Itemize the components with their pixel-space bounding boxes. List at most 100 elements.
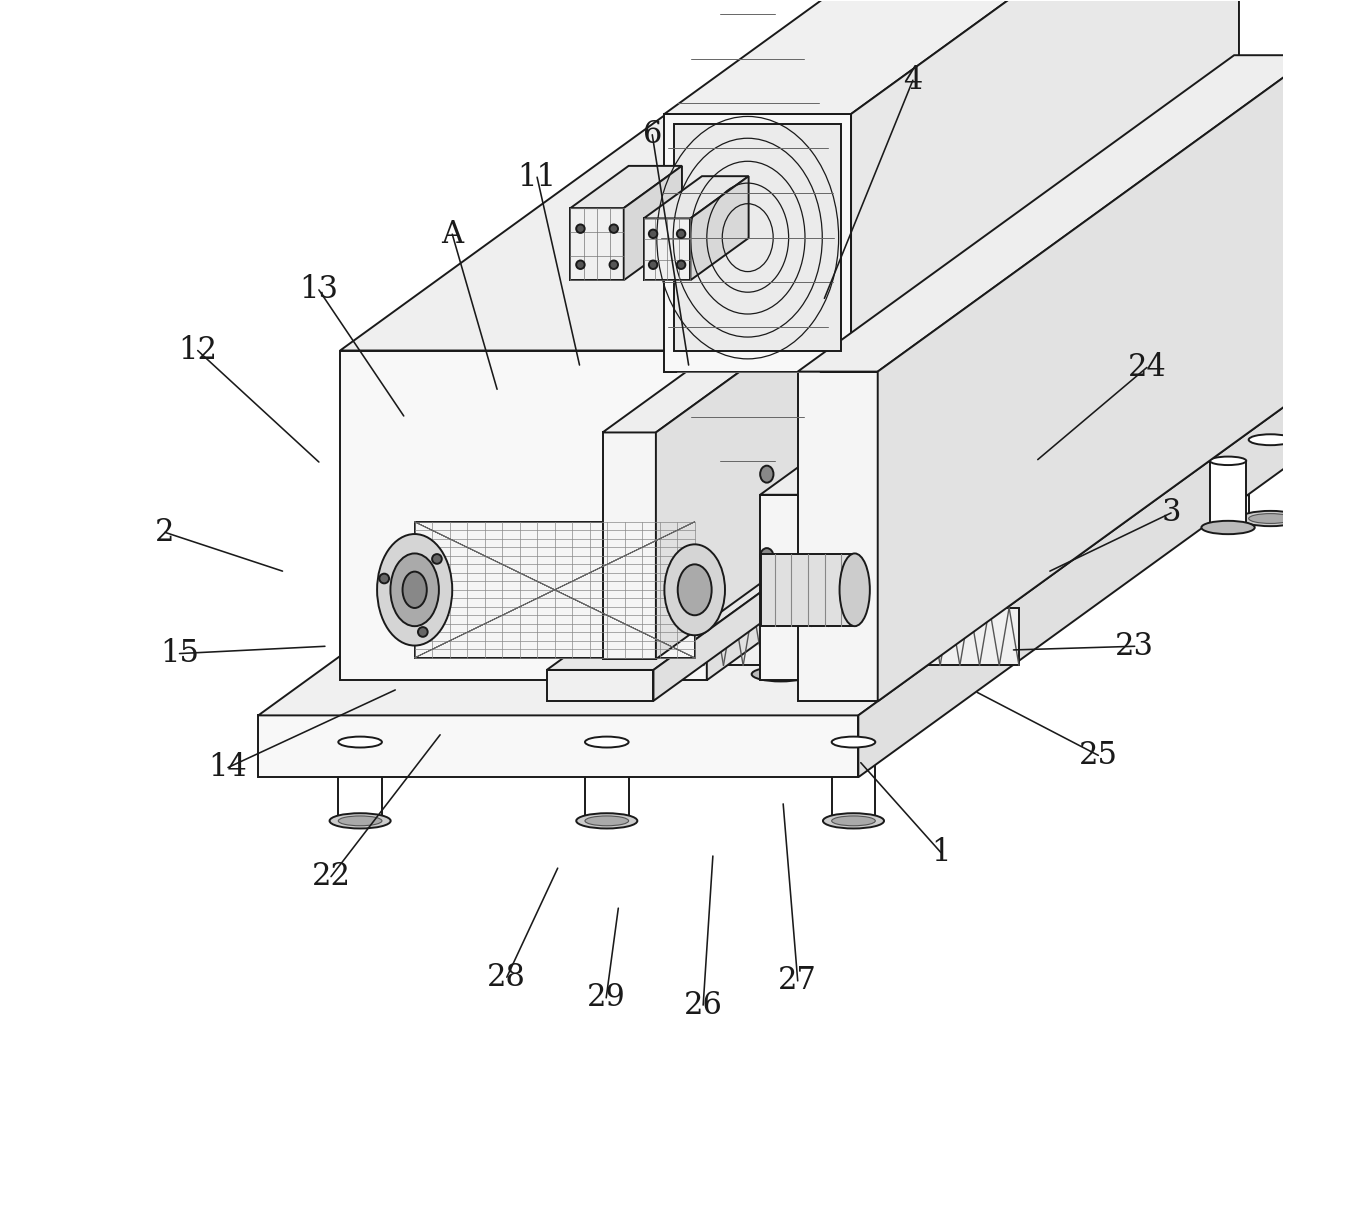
Text: 23: 23 xyxy=(1115,631,1154,662)
Ellipse shape xyxy=(609,225,618,233)
Polygon shape xyxy=(571,166,682,208)
Polygon shape xyxy=(664,0,1239,114)
Polygon shape xyxy=(602,208,966,433)
Polygon shape xyxy=(832,742,875,821)
Ellipse shape xyxy=(379,573,390,583)
Ellipse shape xyxy=(418,627,428,637)
Polygon shape xyxy=(762,554,855,626)
Text: 25: 25 xyxy=(1078,740,1118,770)
Polygon shape xyxy=(340,34,1143,350)
Polygon shape xyxy=(674,124,842,351)
Ellipse shape xyxy=(832,816,875,826)
Polygon shape xyxy=(664,114,851,372)
Polygon shape xyxy=(338,742,382,821)
Ellipse shape xyxy=(676,260,686,269)
Polygon shape xyxy=(858,329,1353,778)
Text: 4: 4 xyxy=(904,64,923,96)
Polygon shape xyxy=(851,0,1239,372)
Text: 6: 6 xyxy=(643,119,662,151)
Ellipse shape xyxy=(1249,434,1292,445)
Ellipse shape xyxy=(760,669,801,679)
Polygon shape xyxy=(813,249,1153,680)
Polygon shape xyxy=(1249,440,1292,519)
Ellipse shape xyxy=(649,230,658,238)
Ellipse shape xyxy=(576,260,584,269)
Ellipse shape xyxy=(676,230,686,238)
Ellipse shape xyxy=(709,352,743,372)
Ellipse shape xyxy=(678,564,712,615)
Ellipse shape xyxy=(805,573,828,588)
Text: A: A xyxy=(441,219,463,249)
Polygon shape xyxy=(602,433,656,660)
Text: 13: 13 xyxy=(299,275,338,305)
Text: 2: 2 xyxy=(156,516,175,548)
Ellipse shape xyxy=(747,510,808,526)
Ellipse shape xyxy=(755,434,798,445)
Polygon shape xyxy=(760,495,813,680)
Text: 26: 26 xyxy=(683,989,723,1021)
Ellipse shape xyxy=(1003,434,1046,445)
Text: 3: 3 xyxy=(1161,497,1181,529)
Ellipse shape xyxy=(823,813,884,829)
Polygon shape xyxy=(760,249,1153,495)
Ellipse shape xyxy=(1239,510,1302,526)
Polygon shape xyxy=(755,440,798,519)
Ellipse shape xyxy=(664,544,725,635)
Ellipse shape xyxy=(1249,514,1292,524)
Ellipse shape xyxy=(752,667,810,682)
Polygon shape xyxy=(258,716,858,778)
Polygon shape xyxy=(878,55,1314,701)
Text: 14: 14 xyxy=(208,752,248,782)
Polygon shape xyxy=(690,176,748,281)
Polygon shape xyxy=(584,742,629,821)
Polygon shape xyxy=(762,601,800,674)
Ellipse shape xyxy=(330,813,391,829)
Text: 22: 22 xyxy=(311,861,350,892)
Ellipse shape xyxy=(377,535,452,645)
Text: 15: 15 xyxy=(160,638,199,669)
Ellipse shape xyxy=(584,736,629,747)
Text: 29: 29 xyxy=(587,983,625,1013)
Ellipse shape xyxy=(760,465,774,482)
Polygon shape xyxy=(624,166,682,281)
Ellipse shape xyxy=(840,554,870,626)
Text: 27: 27 xyxy=(778,966,817,996)
Ellipse shape xyxy=(755,514,798,524)
Polygon shape xyxy=(547,402,1022,669)
Ellipse shape xyxy=(576,225,584,233)
Ellipse shape xyxy=(852,601,877,616)
Ellipse shape xyxy=(584,816,629,826)
Polygon shape xyxy=(798,372,878,701)
Polygon shape xyxy=(340,350,706,680)
Ellipse shape xyxy=(993,510,1054,526)
Ellipse shape xyxy=(576,813,637,829)
Ellipse shape xyxy=(338,816,382,826)
Ellipse shape xyxy=(762,597,800,606)
Text: 24: 24 xyxy=(1127,352,1166,383)
Ellipse shape xyxy=(649,260,658,269)
Polygon shape xyxy=(1210,460,1246,527)
Polygon shape xyxy=(644,176,748,219)
Text: 1: 1 xyxy=(931,837,951,868)
Polygon shape xyxy=(414,521,694,657)
Ellipse shape xyxy=(1210,457,1246,465)
Ellipse shape xyxy=(832,736,875,747)
Ellipse shape xyxy=(760,548,774,565)
Polygon shape xyxy=(706,34,1143,680)
Ellipse shape xyxy=(338,736,382,747)
Polygon shape xyxy=(547,669,653,701)
Ellipse shape xyxy=(609,260,618,269)
Polygon shape xyxy=(798,55,1314,372)
Polygon shape xyxy=(656,208,966,660)
Polygon shape xyxy=(586,608,1019,666)
Ellipse shape xyxy=(1003,514,1046,524)
Ellipse shape xyxy=(1201,521,1254,535)
Polygon shape xyxy=(258,329,1353,716)
Polygon shape xyxy=(644,219,690,281)
Text: 12: 12 xyxy=(179,335,218,366)
Polygon shape xyxy=(571,208,624,281)
Ellipse shape xyxy=(403,571,426,608)
Ellipse shape xyxy=(432,554,442,564)
Text: 28: 28 xyxy=(487,962,526,993)
Polygon shape xyxy=(1003,440,1046,519)
